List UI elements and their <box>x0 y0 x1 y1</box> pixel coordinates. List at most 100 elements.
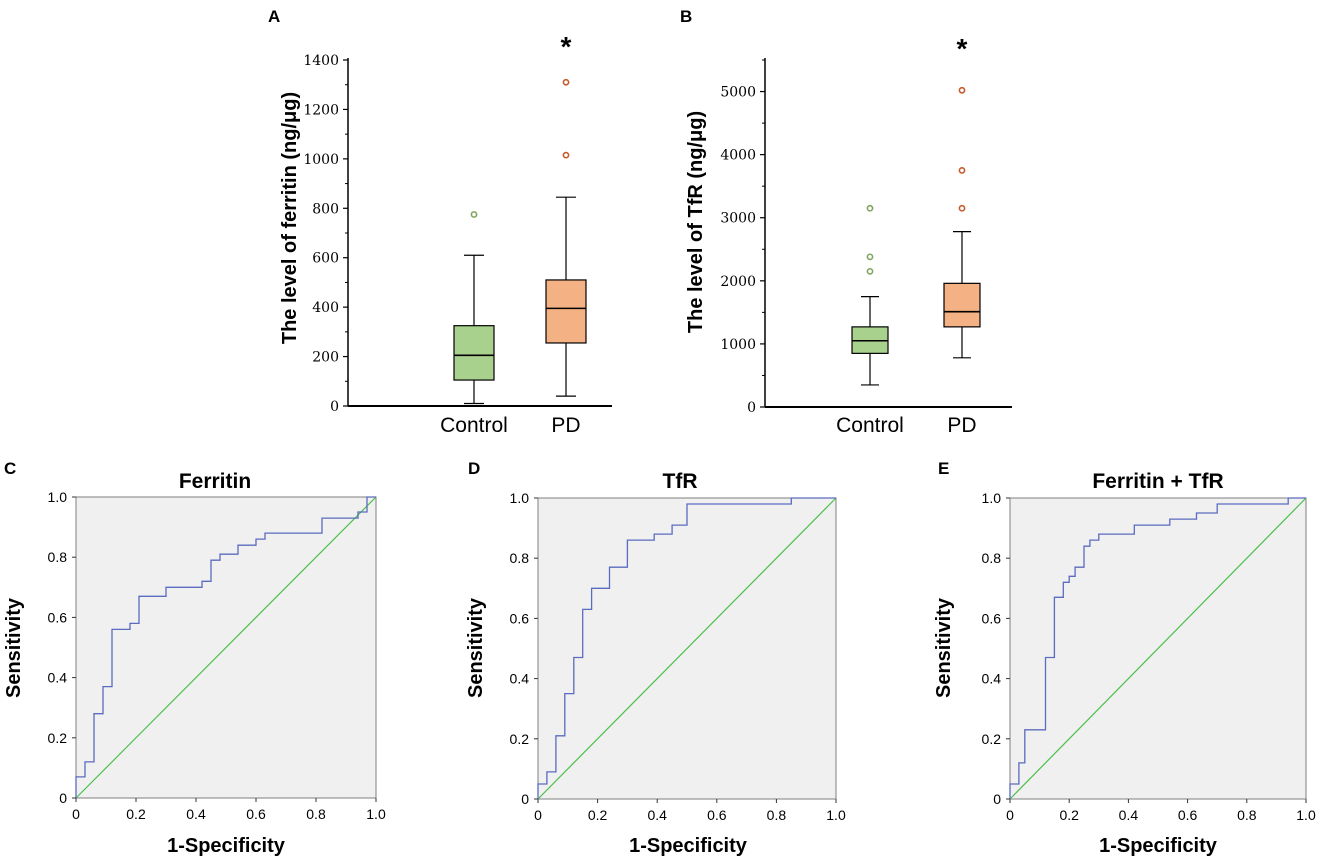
y-tick-label: 800 <box>312 201 339 217</box>
y-tick-label: 0.8 <box>48 549 68 565</box>
y-tick-label: 1.0 <box>982 490 1002 506</box>
y-axis-label-tfr: The level of TfR (ng/μg) <box>685 111 707 333</box>
panel-e-combined-roc: E Ferritin + TfR 00 0.2 0.2 0.4 0.4 0.6 0.6 0.8… <box>933 459 1316 857</box>
y-tick-label: 0.8 <box>510 550 530 566</box>
y-tick-label: 0.2 <box>510 731 530 747</box>
y-tick-label: 1.0 <box>48 489 68 505</box>
y-tick-label: 1.0 <box>510 490 530 506</box>
x-tick-label: 0.6 <box>1178 807 1198 823</box>
y-tick-label: 0.2 <box>982 731 1002 747</box>
outlier-point <box>866 204 874 212</box>
roc-title-ferritin: Ferritin <box>179 470 251 493</box>
category-label-pd: PD <box>947 414 976 437</box>
panel-a-ferritin-boxplot: A 0 200 400 600 800 1000 1200 1400 The level of… <box>268 7 612 437</box>
y-tick-label: 2000 <box>720 274 756 290</box>
y-axis-label-c: Sensitivity <box>3 597 25 698</box>
panel-d-tfr-roc: D TfR 00 0.2 0.2 0.4 0.4 0.6 0.6 0.8 0.8 1.0 1.0 1… <box>465 459 846 857</box>
panel-b-tfr-boxplot: B 0 1000 2000 3000 4000 5000 The level of TfR… <box>680 7 1012 437</box>
y-tick-label: 0.6 <box>48 609 68 625</box>
box-control <box>851 204 889 386</box>
x-tick-label: 0 <box>534 807 542 823</box>
y-tick-label: 0 <box>747 400 756 416</box>
category-label-control: Control <box>836 414 904 437</box>
outlier-point <box>958 167 966 174</box>
outlier-point <box>958 86 966 94</box>
panel-letter-c: C <box>4 459 16 478</box>
y-tick-label: 0 <box>330 399 339 415</box>
y-axis-label-e: Sensitivity <box>933 597 955 698</box>
y-tick-label: 5000 <box>720 85 756 101</box>
category-label-pd: PD <box>551 414 580 437</box>
x-tick-label: 1.0 <box>366 806 386 822</box>
x-tick-label: 0.4 <box>1119 807 1139 823</box>
x-tick-label: 0.8 <box>306 806 326 822</box>
outlier-point <box>470 211 478 218</box>
y-tick-label: 400 <box>312 300 339 316</box>
y-tick-label: 0 <box>993 791 1001 807</box>
x-tick-label: 1.0 <box>826 807 846 823</box>
roc-title-combined: Ferritin + TfR <box>1092 470 1223 493</box>
outlier-point <box>958 204 966 212</box>
reference-diagonal-line <box>1009 497 1307 800</box>
y-tick-label: 0 <box>59 790 67 806</box>
y-tick-label: 200 <box>312 350 339 366</box>
reference-diagonal-line <box>75 496 377 799</box>
panel-letter-e: E <box>938 459 949 478</box>
significance-star-a: * <box>561 31 572 62</box>
outlier-point <box>866 253 874 261</box>
x-axis-label-e: 1-Specificity <box>1099 835 1218 857</box>
x-tick-label: 0 <box>72 806 80 822</box>
reference-diagonal-line <box>537 497 837 800</box>
panel-letter-d: D <box>468 459 480 478</box>
x-tick-label: 0.6 <box>707 807 727 823</box>
x-tick-label: 0.2 <box>588 807 608 823</box>
y-tick-label: 0.4 <box>982 671 1002 687</box>
y-tick-label: 0.2 <box>48 730 68 746</box>
box-iqr <box>453 325 495 381</box>
outlier-point <box>562 151 570 159</box>
x-tick-label: 1.0 <box>1296 807 1316 823</box>
box-control <box>453 211 495 405</box>
y-tick-label: 1000 <box>303 152 339 168</box>
x-tick-label: 0.2 <box>1059 807 1079 823</box>
outlier-point <box>866 267 874 275</box>
x-axis-label-c: 1-Specificity <box>167 835 286 857</box>
category-label-control: Control <box>440 414 508 437</box>
significance-star-b: * <box>957 33 968 64</box>
roc-curve-line <box>1009 497 1306 799</box>
y-axis-label-d: Sensitivity <box>465 597 487 698</box>
roc-title-tfr: TfR <box>663 470 698 493</box>
box-iqr <box>943 282 981 328</box>
box-pd <box>943 86 981 359</box>
y-axis-label-ferritin: The level of ferritin (ng/μg) <box>279 92 301 344</box>
x-tick-label: 0.4 <box>647 807 667 823</box>
y-tick-label: 0.4 <box>510 671 530 687</box>
y-tick-label: 4000 <box>720 148 756 164</box>
y-tick-label: 600 <box>312 251 339 267</box>
y-tick-label: 3000 <box>720 211 756 227</box>
x-tick-label: 0.4 <box>186 806 206 822</box>
y-tick-label: 1000 <box>720 337 756 353</box>
y-tick-label: 1400 <box>303 53 339 69</box>
y-tick-label: 0.6 <box>982 610 1002 626</box>
y-tick-label: 0.8 <box>982 550 1002 566</box>
y-tick-label: 0 <box>521 791 529 807</box>
y-tick-label: 1200 <box>303 102 339 118</box>
box-iqr <box>545 279 587 344</box>
panel-letter-b: B <box>680 7 692 26</box>
x-tick-label: 0.2 <box>126 806 146 822</box>
x-axis-label-d: 1-Specificity <box>629 835 748 857</box>
outlier-point <box>562 78 570 86</box>
y-tick-label: 0.6 <box>510 610 530 626</box>
panel-c-ferritin-roc: C Ferritin 00 0.2 0.2 0.4 0.4 0.6 0.6 0.8 0.8 1.0… <box>3 459 386 857</box>
roc-curve-line <box>75 496 376 798</box>
panel-letter-a: A <box>268 7 280 26</box>
x-tick-label: 0.8 <box>1237 807 1257 823</box>
x-tick-label: 0.6 <box>246 806 266 822</box>
x-tick-label: 0 <box>1006 807 1014 823</box>
roc-curve-line <box>537 497 836 799</box>
y-tick-label: 0.4 <box>48 670 68 686</box>
x-tick-label: 0.8 <box>767 807 787 823</box>
box-pd <box>545 78 587 397</box>
